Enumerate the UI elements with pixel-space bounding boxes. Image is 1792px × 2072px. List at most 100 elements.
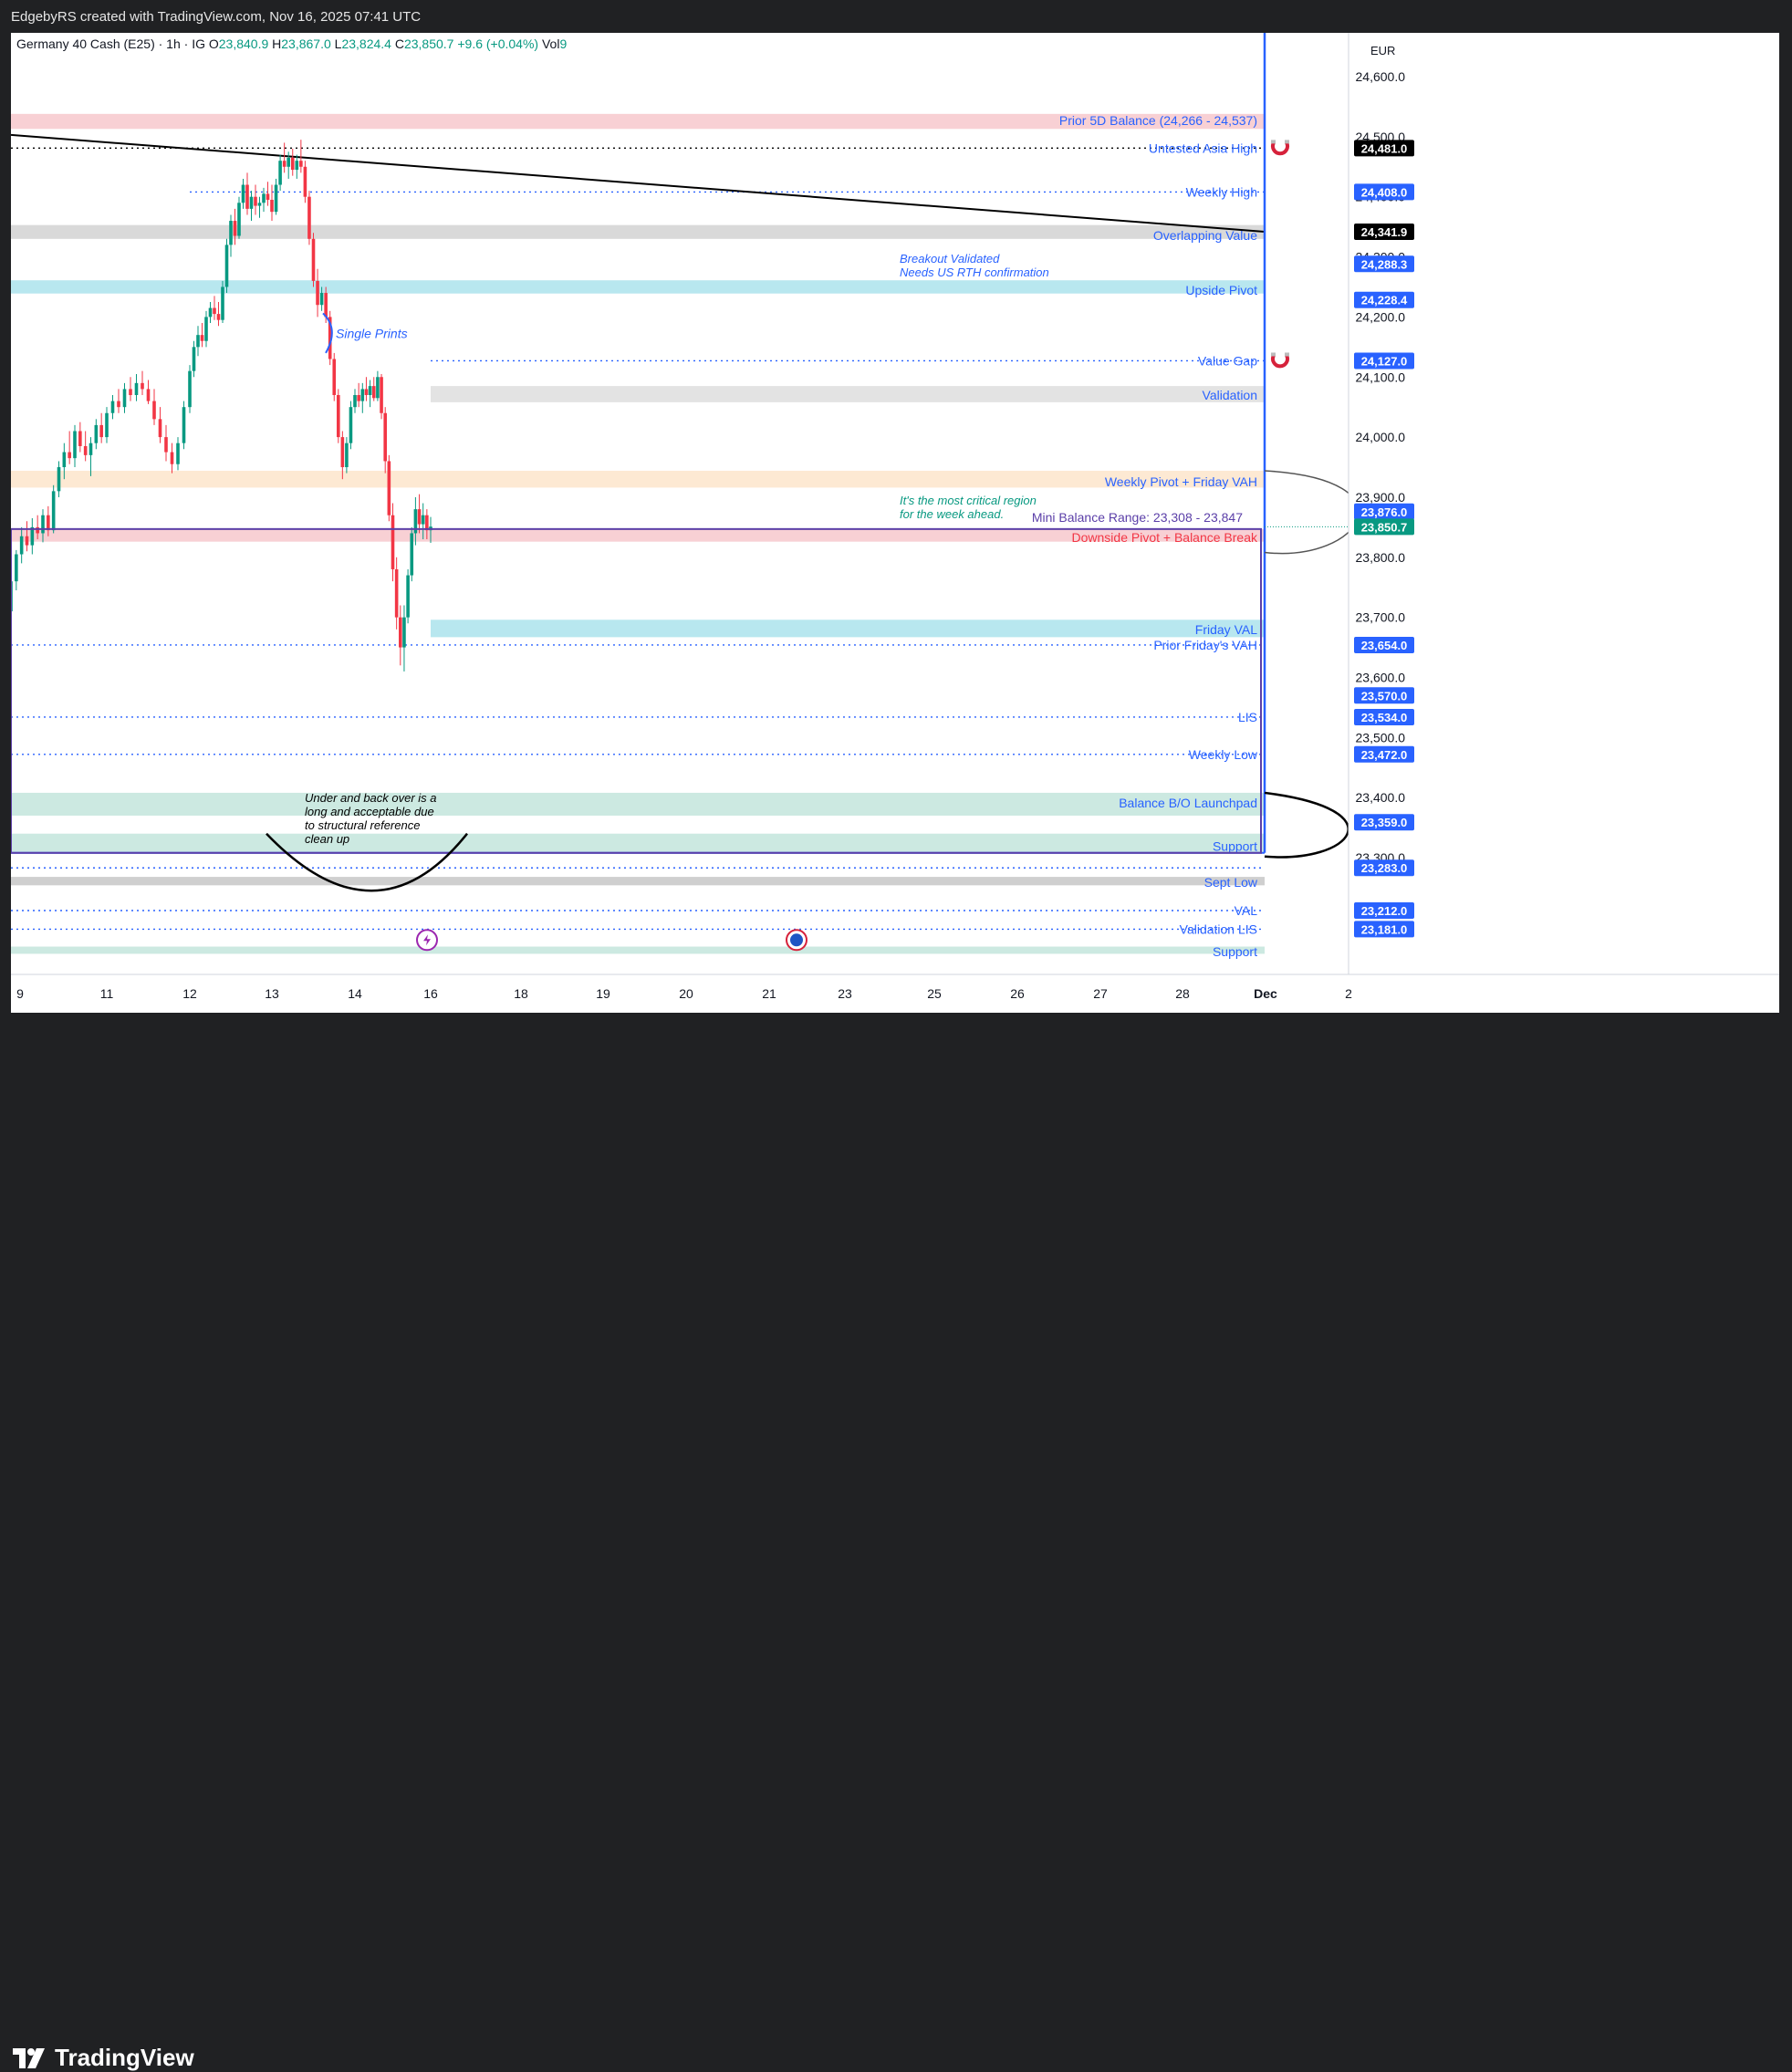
level-label: Weekly High: [1186, 184, 1257, 199]
candle-body: [117, 401, 120, 408]
candlestick-chart[interactable]: Prior 5D Balance (24,266 - 24,537) Overla…: [9, 8, 1779, 1013]
candle-body: [99, 424, 103, 438]
zone-label: Balance B/O Launchpad: [1119, 796, 1257, 810]
magnet-tip: [1271, 140, 1276, 144]
zone-band: [11, 833, 1265, 853]
breakout-annotation: Needs US RTH confirmation: [900, 266, 1049, 279]
candle-body: [278, 161, 282, 185]
candle-body: [221, 286, 224, 320]
candle-body: [371, 386, 376, 399]
breakout-annotation: Breakout Validated: [900, 252, 1000, 266]
candle-body: [360, 389, 365, 401]
zone-label: Support: [1213, 839, 1257, 854]
zone-band: [11, 224, 1265, 239]
candle-body: [170, 452, 174, 464]
y-tick-label: 23,500.0: [1356, 730, 1406, 744]
x-tick-label: 19: [596, 986, 610, 1001]
candle-body: [391, 515, 395, 569]
axes-layer: EUR24,600.024,500.024,400.024,300.024,20…: [11, 33, 1779, 1013]
candle-body: [303, 166, 307, 197]
legend-part: Vol: [542, 36, 559, 51]
level-label: Value Gap: [1198, 353, 1257, 368]
candle-body: [129, 389, 132, 396]
legend-part: C: [395, 36, 404, 51]
candle-body: [353, 395, 357, 408]
tradingview-logo-text: TradingView: [55, 2044, 194, 2071]
x-tick-label: 9: [16, 986, 24, 1001]
credit-text: EdgebyRS created with TradingView.com, N…: [11, 9, 422, 25]
candle-body: [94, 424, 99, 443]
candle-body: [295, 161, 299, 171]
candle-body: [68, 452, 71, 459]
legend-part: 23,840.9: [219, 36, 272, 51]
candle-body: [152, 401, 156, 420]
zone-label: Validation: [1203, 388, 1257, 402]
tradingview-logo[interactable]: TradingView: [13, 2044, 194, 2072]
candle-body: [249, 196, 254, 209]
candle-body: [399, 617, 402, 648]
price-badge-text: 23,472.0: [1361, 748, 1408, 762]
price-badge-text: 24,127.0: [1361, 354, 1408, 368]
x-tick-label: 12: [182, 986, 197, 1001]
candle-body: [19, 536, 24, 555]
y-tick-label: 24,200.0: [1356, 309, 1406, 324]
price-badge: [1354, 901, 1414, 919]
candle-body: [376, 377, 380, 399]
candle-body: [425, 515, 429, 531]
candle-body: [337, 395, 340, 438]
candle-body: [349, 407, 353, 443]
candle-body: [270, 199, 274, 213]
candle-body: [224, 245, 229, 287]
chart-panel[interactable]: Prior 5D Balance (24,266 - 24,537) Overla…: [9, 8, 1779, 1013]
under-annotation: Under and back over is a: [305, 791, 437, 805]
candle-body: [274, 184, 278, 213]
zone-label: Prior 5D Balance (24,266 - 24,537): [1059, 113, 1257, 128]
candle-body: [290, 157, 295, 171]
price-badge: [1354, 921, 1414, 938]
y-tick-label: 24,000.0: [1356, 430, 1406, 444]
x-tick-label: 14: [348, 986, 362, 1001]
x-tick-label: 16: [423, 986, 438, 1001]
candle-body: [134, 382, 139, 396]
legend-part: 9: [559, 36, 567, 51]
candle-body: [200, 335, 204, 341]
candle-body: [182, 407, 186, 443]
trendline: [10, 133, 1266, 233]
candle-body: [364, 389, 369, 396]
candle-body: [307, 196, 311, 239]
price-badge: [1354, 745, 1414, 763]
zone-band: [11, 528, 1265, 542]
zone-band: [11, 280, 1265, 294]
price-badge: [1354, 140, 1414, 157]
candle-body: [158, 419, 162, 438]
zone-label: Weekly Pivot + Friday VAH: [1105, 474, 1257, 489]
candle-body: [30, 526, 35, 546]
zone-band: [431, 620, 1265, 638]
candle-body: [299, 161, 303, 167]
x-tick-label: 21: [762, 986, 776, 1001]
candle-body: [233, 221, 237, 236]
price-badge: [1354, 636, 1414, 653]
candle-body: [287, 157, 290, 167]
candle-body: [122, 389, 127, 408]
candle-body: [394, 568, 399, 618]
candle-body: [73, 431, 77, 459]
candle-body: [413, 509, 418, 534]
x-tick-label: 13: [265, 986, 279, 1001]
level-label: VAL: [1235, 903, 1258, 918]
symbol-legend-text: Germany 40 Cash (E25) · 1h · IG O23,840.…: [16, 36, 567, 51]
legend-part: Germany 40 Cash (E25): [16, 36, 155, 51]
magnet-tip: [1271, 352, 1276, 357]
candles-layer: [9, 140, 432, 672]
y-tick-label: 24,100.0: [1356, 370, 1406, 384]
candle-body: [51, 491, 56, 531]
candle-body: [241, 184, 245, 203]
candle-body: [237, 203, 241, 236]
candle-body: [105, 412, 109, 438]
price-badge: [1354, 255, 1414, 273]
lightning-glyph: [423, 934, 431, 946]
critical-annotation: It's the most critical region: [900, 494, 1037, 507]
under-annotation: long and acceptable due: [305, 805, 434, 818]
magnet-tip: [1285, 140, 1289, 144]
level-label: LIS: [1238, 710, 1257, 724]
